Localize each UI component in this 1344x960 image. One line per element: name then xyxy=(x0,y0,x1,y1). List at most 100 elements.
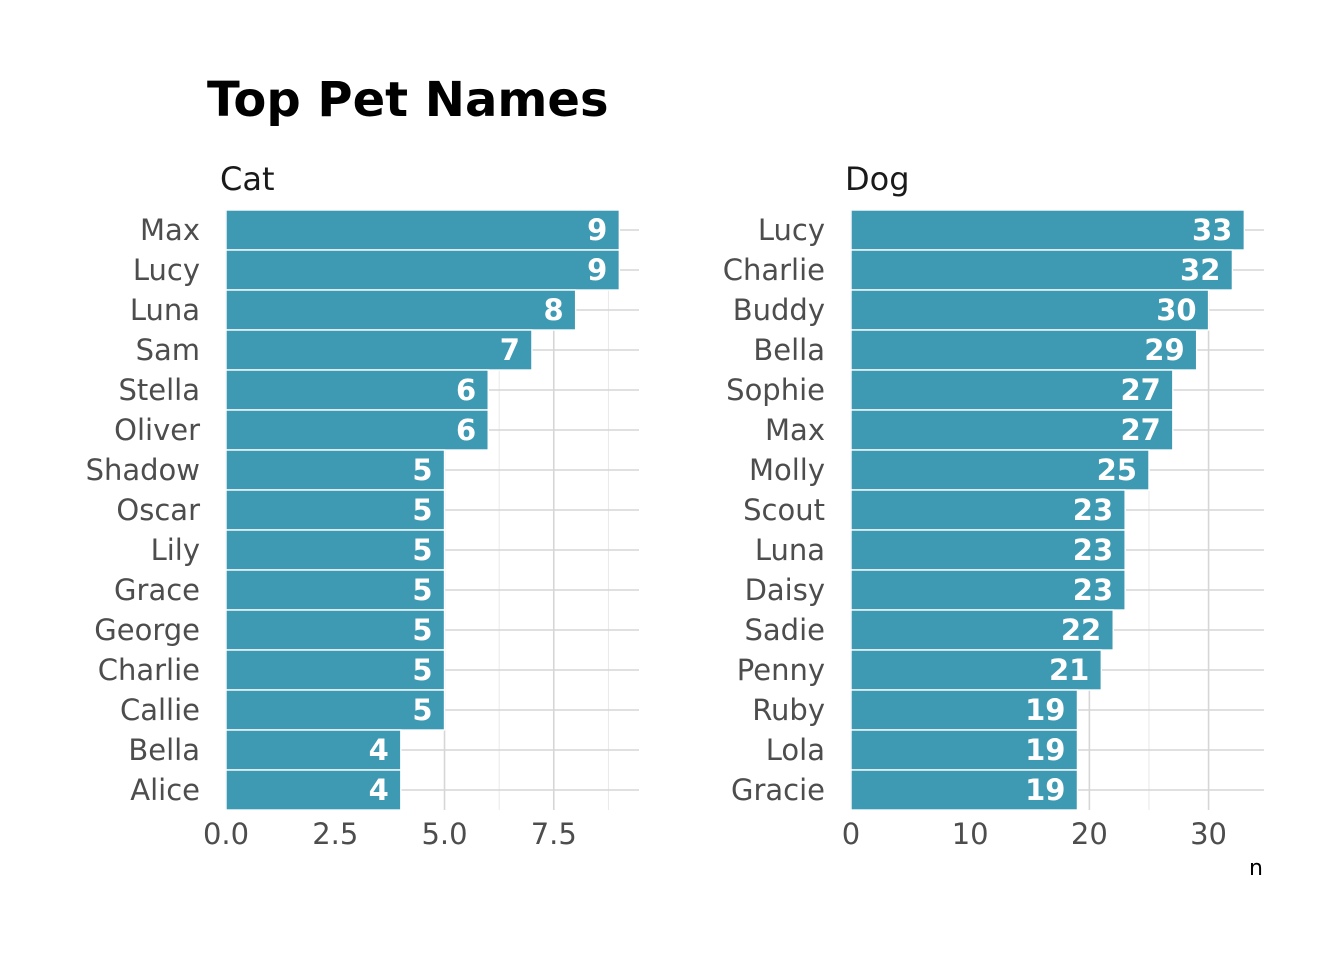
bar xyxy=(850,609,1114,651)
category-label: Lucy xyxy=(133,253,200,287)
category-label: Sadie xyxy=(745,613,826,647)
bar-value-label: 25 xyxy=(1097,453,1137,487)
bar-value-label: 5 xyxy=(412,653,432,687)
category-label: Charlie xyxy=(723,253,825,287)
bar xyxy=(850,329,1198,371)
bar-value-label: 6 xyxy=(456,373,476,407)
bar xyxy=(225,249,621,291)
x-tick-label: 0.0 xyxy=(203,817,249,851)
bar-value-label: 5 xyxy=(412,493,432,527)
bar-value-label: 19 xyxy=(1025,733,1065,767)
bar xyxy=(225,369,489,411)
bar-value-label: 29 xyxy=(1144,333,1184,367)
bar xyxy=(850,489,1126,531)
facet-label: Cat xyxy=(220,160,275,198)
facet-panels: Cat 9 Max 9 Lucy 8 Luna 7 Sam 6 Stella 6 Oliver 5 Shad… xyxy=(86,160,1264,851)
bar-value-label: 8 xyxy=(543,293,563,327)
bar-value-label: 19 xyxy=(1025,693,1065,727)
x-tick-label: 7.5 xyxy=(531,817,577,851)
bar-value-label: 23 xyxy=(1073,533,1113,567)
bar xyxy=(850,649,1103,691)
x-tick-label: 20 xyxy=(1071,817,1108,851)
category-label: Sophie xyxy=(726,373,825,407)
bar xyxy=(225,289,577,331)
category-label: Sam xyxy=(136,333,200,367)
x-tick-label: 30 xyxy=(1190,817,1227,851)
bar-value-label: 9 xyxy=(587,253,607,287)
bar xyxy=(225,569,446,611)
bar-value-label: 9 xyxy=(587,213,607,247)
category-label: Gracie xyxy=(731,773,825,807)
bar-value-label: 27 xyxy=(1120,373,1160,407)
category-label: Max xyxy=(765,413,825,447)
bar xyxy=(225,689,446,731)
x-axis-label: n xyxy=(1249,856,1263,881)
bar xyxy=(850,529,1126,571)
category-label: Max xyxy=(140,213,200,247)
category-label: Daisy xyxy=(745,573,825,607)
bar xyxy=(850,449,1150,491)
bar-value-label: 5 xyxy=(412,613,432,647)
bar-value-label: 7 xyxy=(500,333,520,367)
category-label: Luna xyxy=(755,533,825,567)
bar-value-label: 27 xyxy=(1120,413,1160,447)
category-label: Bella xyxy=(753,333,825,367)
bar xyxy=(850,769,1079,811)
bar xyxy=(850,689,1079,731)
bar-value-label: 5 xyxy=(412,693,432,727)
bar-value-label: 19 xyxy=(1025,773,1065,807)
bar xyxy=(225,449,446,491)
x-tick-label: 0 xyxy=(842,817,860,851)
bar-value-label: 5 xyxy=(412,533,432,567)
bar xyxy=(225,769,402,811)
category-label: Scout xyxy=(743,493,825,527)
chart-title: Top Pet Names xyxy=(207,72,609,128)
category-label: Alice xyxy=(130,773,200,807)
bar-value-label: 22 xyxy=(1061,613,1101,647)
bar xyxy=(850,249,1234,291)
bar-value-label: 4 xyxy=(369,773,389,807)
category-label: Stella xyxy=(118,373,200,407)
category-label: Lucy xyxy=(758,213,825,247)
bar xyxy=(225,489,446,531)
bar xyxy=(850,289,1210,331)
category-label: Oscar xyxy=(116,493,200,527)
category-label: Bella xyxy=(128,733,200,767)
facet-label: Dog xyxy=(845,160,910,198)
category-label: Luna xyxy=(130,293,200,327)
category-label: Buddy xyxy=(733,293,825,327)
category-label: Lily xyxy=(151,533,200,567)
category-label: George xyxy=(94,613,200,647)
bar-value-label: 32 xyxy=(1180,253,1220,287)
x-tick-label: 10 xyxy=(952,817,989,851)
bar xyxy=(225,329,533,371)
bar-value-label: 30 xyxy=(1156,293,1196,327)
x-tick-label: 2.5 xyxy=(312,817,358,851)
bar-value-label: 4 xyxy=(369,733,389,767)
bar-value-label: 33 xyxy=(1192,213,1232,247)
category-label: Oliver xyxy=(114,413,200,447)
bar xyxy=(850,409,1174,451)
bar xyxy=(850,369,1174,411)
bar-value-label: 5 xyxy=(412,453,432,487)
bar-value-label: 6 xyxy=(456,413,476,447)
category-label: Callie xyxy=(120,693,200,727)
bar xyxy=(225,409,489,451)
bar-value-label: 23 xyxy=(1073,493,1113,527)
bar xyxy=(850,209,1246,251)
bar xyxy=(225,529,446,571)
x-tick-label: 5.0 xyxy=(421,817,467,851)
panel-dog: Dog 33 Lucy 32 Charlie 30 Buddy 29 Bella 27 Sophie… xyxy=(723,160,1264,851)
panel-cat: Cat 9 Max 9 Lucy 8 Luna 7 Sam 6 Stella 6 Oliver 5 Shad… xyxy=(86,160,639,851)
category-label: Ruby xyxy=(752,693,825,727)
category-label: Grace xyxy=(114,573,200,607)
bar xyxy=(225,649,446,691)
category-label: Charlie xyxy=(98,653,200,687)
category-label: Molly xyxy=(749,453,825,487)
bar xyxy=(850,569,1126,611)
bar xyxy=(225,209,621,251)
category-label: Shadow xyxy=(86,453,200,487)
category-label: Penny xyxy=(737,653,825,687)
bar-value-label: 21 xyxy=(1049,653,1089,687)
